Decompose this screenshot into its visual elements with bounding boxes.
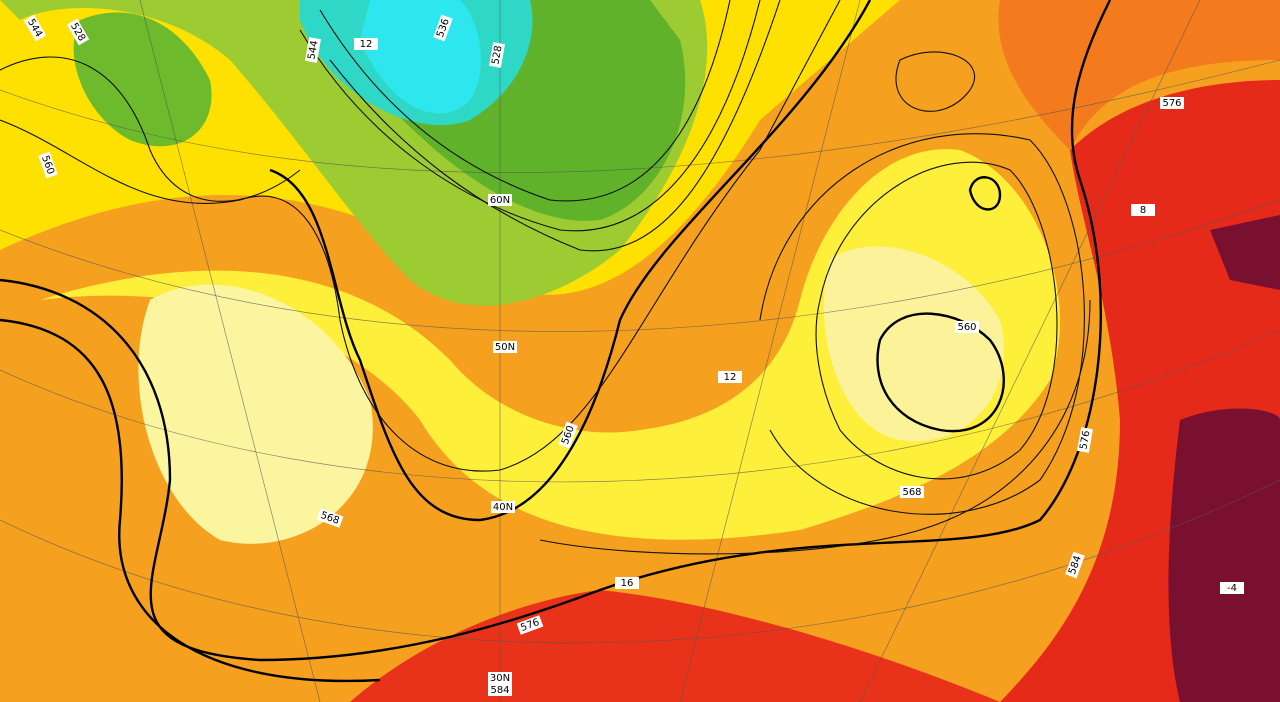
- field-maroon-north: [1210, 215, 1280, 290]
- contour-label: 568: [900, 486, 924, 498]
- field-red-south: [350, 590, 1000, 702]
- latitude-label-box: [491, 501, 515, 513]
- contour: [299, 0, 761, 232]
- temperature-label: 12: [354, 38, 378, 50]
- contour-label-box: [1160, 97, 1184, 109]
- contour-label-text: 544: [306, 40, 320, 61]
- contour-label-text: 560: [957, 322, 976, 333]
- field-orange-ne: [998, 0, 1280, 150]
- parallel: [0, 199, 1280, 332]
- contour-label-box: [489, 42, 505, 68]
- temperature-label-text: 8: [1140, 205, 1146, 216]
- contour-label-text: 528: [490, 45, 504, 66]
- contour: [0, 0, 841, 472]
- contour: [329, 0, 781, 252]
- contour-bold: [876, 312, 1005, 433]
- temperature-label: 16: [615, 577, 639, 589]
- contour-label-box: [558, 421, 578, 449]
- contour-label: 560: [955, 321, 979, 333]
- contour-label: 576: [1077, 427, 1093, 453]
- temperature-label: -4: [1220, 582, 1244, 594]
- latitude-label-text: 40N: [493, 502, 513, 513]
- latitude-label: 30N: [488, 672, 512, 684]
- latitude-label-text: 60N: [490, 195, 510, 206]
- latitude-label: 40N: [491, 501, 515, 513]
- temperature-label-box: [354, 38, 378, 50]
- contour-bold: [0, 0, 1112, 662]
- contour-label-box: [1077, 427, 1093, 453]
- contour: [815, 161, 1058, 480]
- temperature-label-box: [1131, 204, 1155, 216]
- field-pale-east: [823, 246, 1004, 442]
- contour: [759, 133, 1085, 515]
- temperature-label-text: 12: [724, 372, 737, 383]
- temperature-label-text: -4: [1227, 583, 1237, 594]
- temperature-label-text: 12: [360, 39, 373, 50]
- field-yellow-central: [40, 149, 1060, 540]
- contour-label-text: 576: [1162, 98, 1181, 109]
- contour-label-box: [316, 508, 344, 528]
- latitude-label-text: 50N: [495, 342, 515, 353]
- latitude-label-box: [488, 672, 512, 684]
- contour-label-text: 584: [490, 685, 509, 696]
- latitude-label-box: [493, 341, 517, 353]
- contour-label-box: [66, 18, 90, 46]
- contour: [319, 0, 731, 202]
- contour-label-box: [955, 321, 979, 333]
- contour-label-text: 568: [902, 487, 921, 498]
- field-cyan-light: [360, 0, 481, 114]
- contour-label: 584: [488, 684, 512, 696]
- temperature-label-box: [718, 371, 742, 383]
- latitude-label: 50N: [493, 341, 517, 353]
- contour-label: 576: [1160, 97, 1184, 109]
- contour-label: 528: [489, 42, 505, 68]
- meridian: [679, 0, 861, 702]
- temperature-label: 8: [1131, 204, 1155, 216]
- contour-label-text: 576: [1078, 430, 1092, 451]
- meridian: [859, 0, 1201, 702]
- contour: [539, 299, 1091, 555]
- contour: [895, 51, 976, 112]
- contour-bold: [968, 176, 1002, 211]
- contour-label-box: [23, 14, 47, 42]
- latitude-label-box: [488, 194, 512, 206]
- parallel: [0, 59, 1280, 173]
- contour-label-box: [305, 37, 321, 63]
- contour-label: 544: [305, 37, 321, 63]
- meridian: [139, 0, 321, 702]
- contour-label-box: [433, 14, 453, 42]
- latitude-label: 60N: [488, 194, 512, 206]
- temperature-label-box: [615, 577, 639, 589]
- latitude-label-text: 30N: [490, 673, 510, 684]
- contour-label-box: [1065, 551, 1085, 579]
- field-maroon-east: [1168, 408, 1280, 702]
- field-green-dark: [73, 12, 212, 147]
- contour-label-box: [38, 151, 58, 179]
- contour-label-box: [516, 615, 544, 635]
- temperature-label: 12: [718, 371, 742, 383]
- field-pale-atlantic: [138, 284, 373, 544]
- temperature-label-text: 16: [621, 578, 634, 589]
- contour-label-box: [488, 684, 512, 696]
- contour-bold: [0, 318, 381, 683]
- temperature-label-box: [1220, 582, 1244, 594]
- parallel: [0, 479, 1280, 644]
- contour-label-box: [900, 486, 924, 498]
